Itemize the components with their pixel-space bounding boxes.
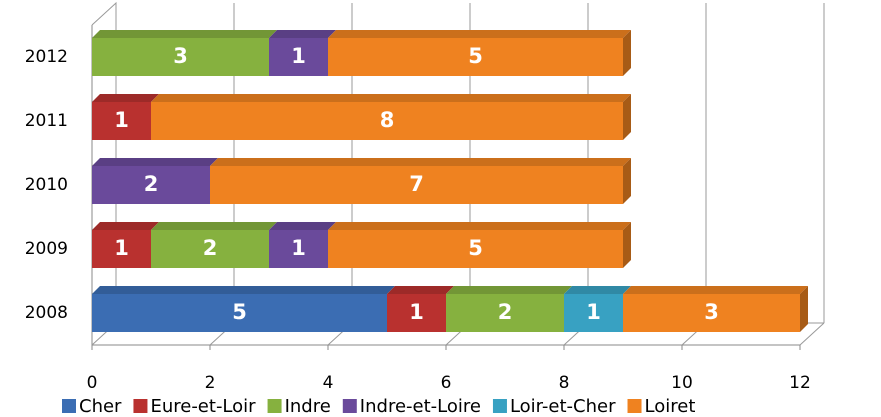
- bar-top: [92, 30, 277, 38]
- data-label: 5: [468, 44, 483, 68]
- bar-side: [800, 286, 808, 332]
- bar-top: [151, 94, 631, 102]
- bar-top: [151, 222, 277, 230]
- bar-top: [92, 158, 218, 166]
- legend-swatch: [133, 399, 148, 413]
- bar: [92, 102, 151, 140]
- bar: [92, 294, 387, 332]
- data-label: 1: [586, 300, 601, 324]
- bar-top: [564, 286, 631, 294]
- legend-swatch: [267, 399, 282, 413]
- legend-label: Loir-et-Cher: [510, 396, 616, 417]
- bar-top: [328, 222, 631, 230]
- bar-top: [387, 286, 454, 294]
- x-tick-label: 2: [205, 373, 216, 393]
- data-label: 8: [380, 108, 395, 132]
- data-label: 1: [291, 236, 306, 260]
- legend-swatch: [492, 399, 507, 413]
- data-label: 2: [498, 300, 513, 324]
- x-tick-label: 10: [671, 373, 693, 393]
- x-tick-label: 4: [323, 373, 334, 393]
- bar: [328, 230, 623, 268]
- legend-label: Loiret: [645, 396, 696, 417]
- bar-top: [269, 222, 336, 230]
- bar-top: [446, 286, 572, 294]
- y-tick-label: 2011: [25, 111, 68, 131]
- legend-label: Indre-et-Loire: [360, 396, 481, 417]
- bar-top: [92, 286, 395, 294]
- data-label: 2: [203, 236, 218, 260]
- y-tick-label: 2012: [25, 47, 68, 67]
- bar: [151, 102, 623, 140]
- data-label: 1: [409, 300, 424, 324]
- bar-top: [328, 30, 631, 38]
- data-label: 3: [704, 300, 719, 324]
- x-tick-label: 8: [559, 373, 570, 393]
- data-label: 7: [409, 172, 424, 196]
- bar-side: [623, 94, 631, 140]
- bar: [387, 294, 446, 332]
- bar: [269, 38, 328, 76]
- bar-side: [623, 30, 631, 76]
- bar-top: [623, 286, 808, 294]
- bar: [446, 294, 564, 332]
- data-label: 5: [468, 236, 483, 260]
- legend-swatch: [342, 399, 357, 413]
- data-label: 3: [173, 44, 188, 68]
- data-label: 5: [232, 300, 247, 324]
- bar: [92, 230, 151, 268]
- bar: [92, 38, 269, 76]
- legend-label: Eure-et-Loir: [150, 396, 256, 417]
- bar: [151, 230, 269, 268]
- bar: [269, 230, 328, 268]
- bar: [328, 38, 623, 76]
- floor-line: [799, 322, 825, 346]
- legend-swatch: [627, 399, 642, 413]
- bar: [92, 166, 210, 204]
- legend-swatch: [62, 399, 76, 413]
- bar: [210, 166, 623, 204]
- bar-top: [92, 94, 159, 102]
- legend-label: Cher: [79, 396, 122, 417]
- bar: [564, 294, 623, 332]
- x-tick-label: 6: [441, 373, 452, 393]
- bar-top: [269, 30, 336, 38]
- data-label: 1: [114, 236, 129, 260]
- bar-top: [210, 158, 631, 166]
- bar: [623, 294, 800, 332]
- bar-side: [623, 222, 631, 268]
- x-tick-label: 12: [789, 373, 811, 393]
- y-tick-label: 2008: [25, 303, 68, 323]
- y-tick-label: 2010: [25, 175, 68, 195]
- data-label: 1: [291, 44, 306, 68]
- x-tick-label: 0: [87, 373, 98, 393]
- data-label: 1: [114, 108, 129, 132]
- y-tick-label: 2009: [25, 239, 68, 259]
- legend-label: Indre: [285, 396, 331, 417]
- data-label: 2: [144, 172, 159, 196]
- bar-top: [92, 222, 159, 230]
- bar-side: [623, 158, 631, 204]
